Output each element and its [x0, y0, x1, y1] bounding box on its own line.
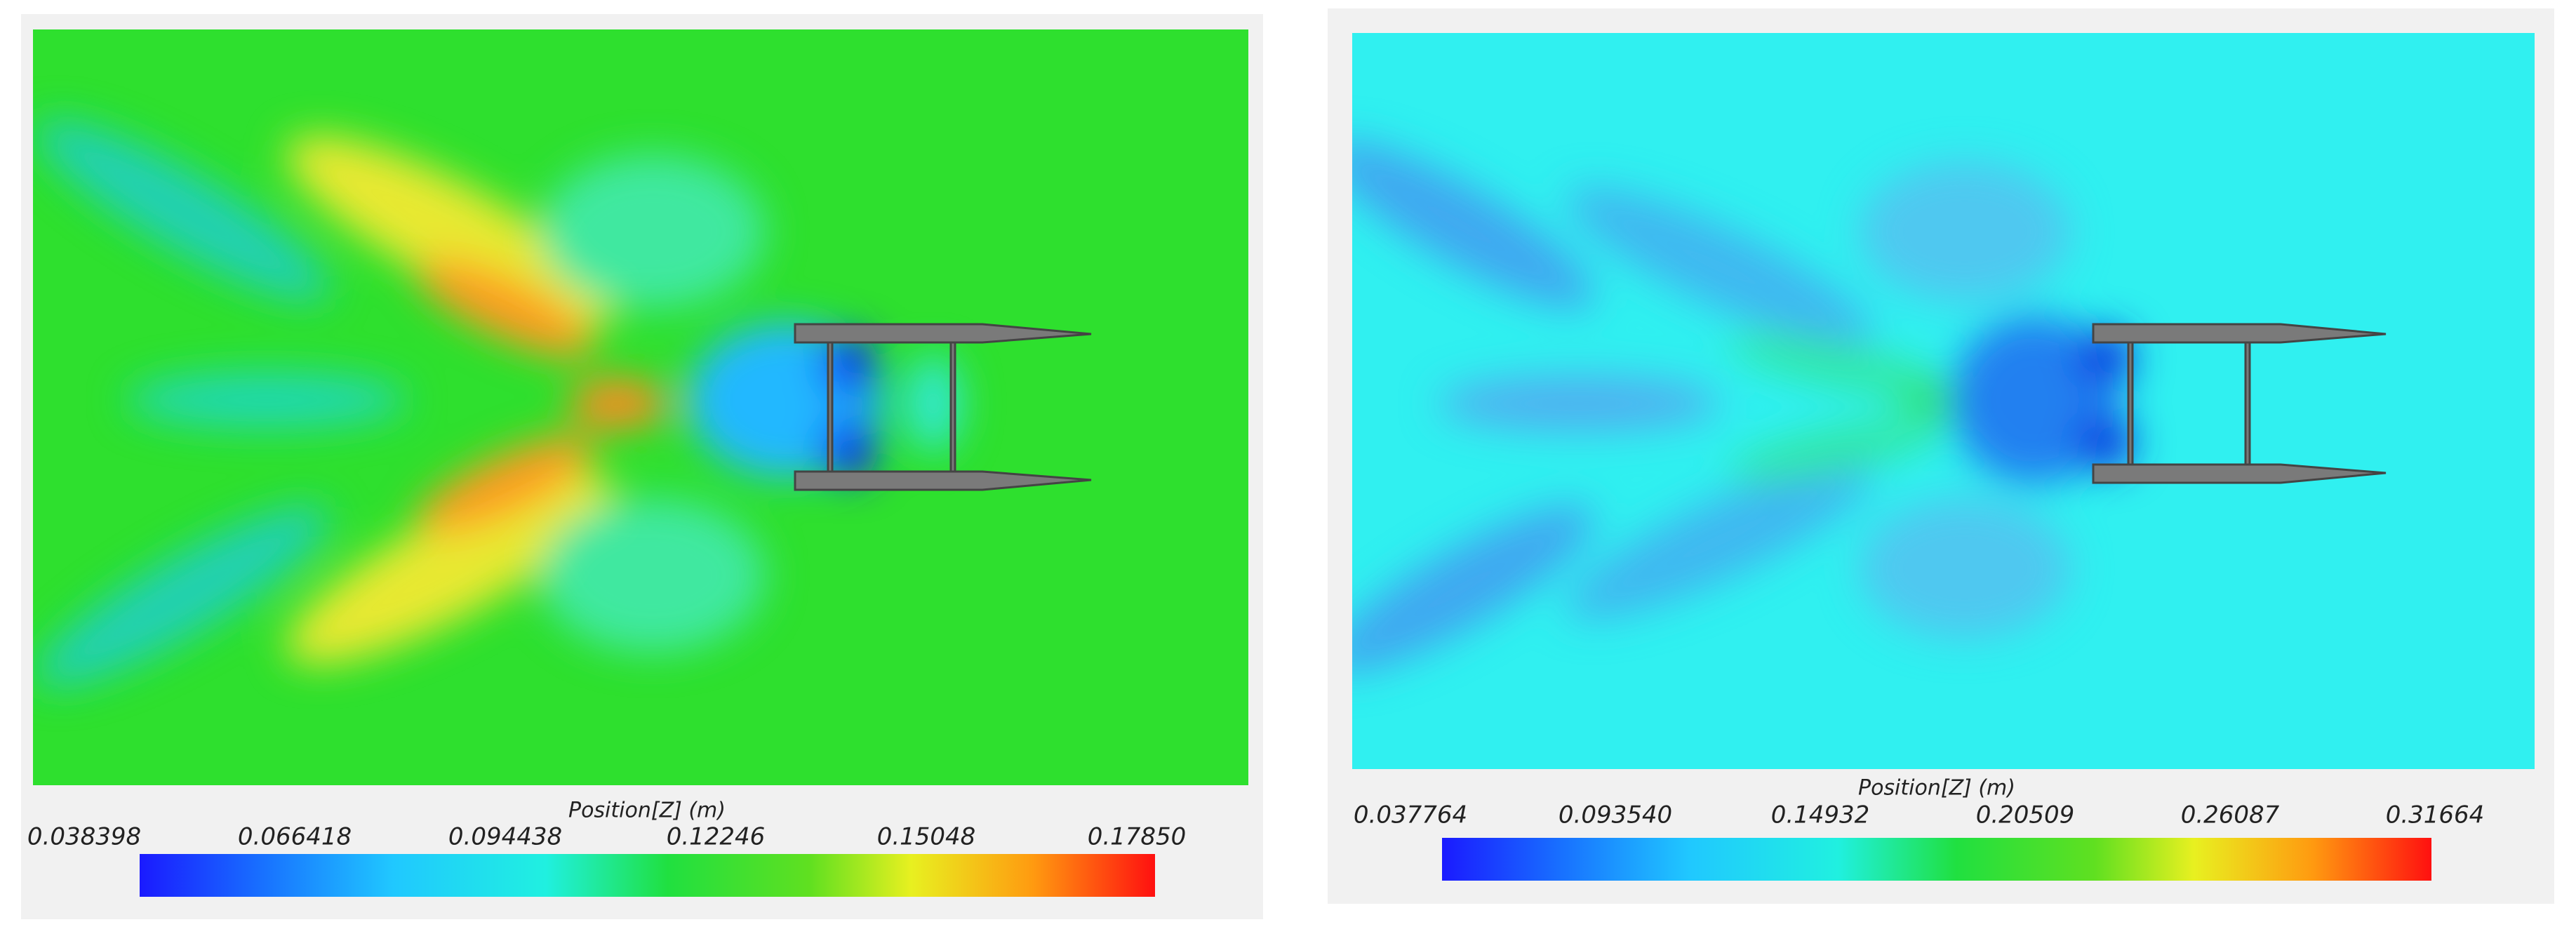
colorbar-label: Position[Z] (m)	[568, 799, 726, 823]
colorbar-tick-label: 0.14932	[1771, 801, 1870, 829]
colorbar: Position[Z] (m) 0.038398 0.066418 0.094438…	[27, 799, 1186, 897]
hull	[794, 323, 1092, 491]
contour-field	[33, 29, 1248, 785]
colorbar: Position[Z] (m) 0.037764 0.093540 0.14932 0…	[1354, 776, 2484, 881]
colorbar-tick-label: 0.26087	[2181, 801, 2280, 829]
colorbar-bar	[1442, 838, 2431, 881]
colorbar-label: Position[Z] (m)	[1858, 776, 2015, 801]
colorbar-tick-label: 0.15048	[877, 823, 976, 851]
colorbar-tick-label: 0.037764	[1354, 801, 1467, 829]
colorbar-tick-label: 0.31664	[2386, 801, 2485, 829]
left-panel: Position[Z] (m) 0.038398 0.066418 0.094438…	[21, 14, 1263, 919]
hull	[2092, 323, 2387, 484]
colorbar-bar	[140, 854, 1155, 897]
right-panel: Position[Z] (m) 0.037764 0.093540 0.14932 0…	[1328, 8, 2554, 904]
contour-field	[1352, 33, 2535, 769]
colorbar-tick-label: 0.066418	[238, 823, 352, 851]
colorbar-tick-label: 0.094438	[448, 823, 562, 851]
colorbar-tick-label: 0.12246	[667, 823, 766, 851]
colorbar-tick-label: 0.093540	[1559, 801, 1672, 829]
colorbar-tick-label: 0.038398	[27, 823, 141, 851]
colorbar-tick-label: 0.20509	[1976, 801, 2075, 829]
colorbar-tick-label: 0.17850	[1088, 823, 1187, 851]
